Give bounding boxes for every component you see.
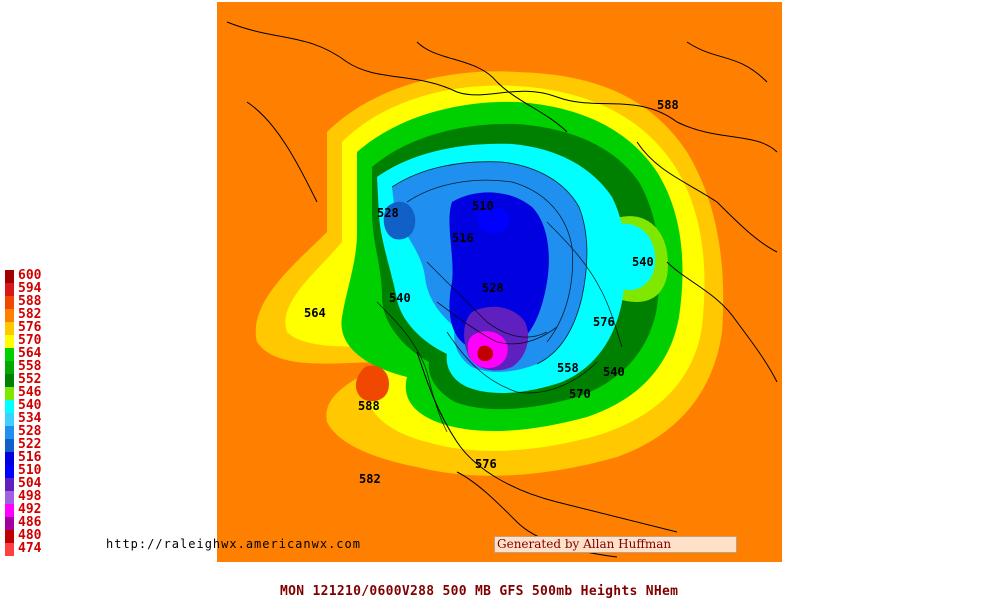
contour-label: 540	[632, 255, 654, 269]
legend-label: 528	[18, 424, 42, 439]
legend-swatch	[5, 543, 14, 556]
contour-label: 528	[482, 281, 504, 295]
legend-item: 528	[4, 424, 64, 439]
legend-label: 552	[18, 372, 42, 387]
contour-label: 528	[377, 206, 399, 220]
legend-swatch	[5, 374, 14, 387]
legend-swatch	[5, 296, 14, 309]
source-url: http://raleighwx.americanwx.com	[106, 537, 361, 551]
legend-label: 582	[18, 307, 42, 322]
legend-label: 510	[18, 463, 42, 478]
legend-swatch	[5, 387, 14, 400]
legend-label: 570	[18, 333, 42, 348]
contour-label: 564	[304, 306, 326, 320]
legend-swatch	[5, 530, 14, 543]
map-caption: MON 121210/0600V288 500 MB GFS 500mb Hei…	[280, 584, 679, 599]
legend-label: 588	[18, 294, 42, 309]
legend-swatch	[5, 426, 14, 439]
high-588-pacific	[355, 365, 389, 402]
legend-label: 504	[18, 476, 42, 491]
legend-label: 546	[18, 385, 42, 400]
legend-swatch	[5, 413, 14, 426]
legend-label: 516	[18, 450, 42, 465]
legend-item: 522	[4, 437, 64, 452]
legend-item: 510	[4, 463, 64, 478]
legend-item: 504	[4, 476, 64, 491]
legend-swatch	[5, 400, 14, 413]
contour-label: 540	[603, 365, 625, 379]
legend-label: 474	[18, 541, 42, 556]
legend-item: 582	[4, 307, 64, 322]
legend-label: 492	[18, 502, 42, 517]
contour-label: 510	[472, 199, 494, 213]
legend-item: 564	[4, 346, 64, 361]
legend-label: 522	[18, 437, 42, 452]
legend-item: 546	[4, 385, 64, 400]
legend-item: 516	[4, 450, 64, 465]
contour-label: 582	[359, 472, 381, 486]
contour-label: 576	[593, 315, 615, 329]
legend-label: 480	[18, 528, 42, 543]
legend-item: 486	[4, 515, 64, 530]
credit-text: Generated by Allan Huffman	[497, 537, 672, 551]
legend-label: 486	[18, 515, 42, 530]
legend-label: 558	[18, 359, 42, 374]
legend-item: 552	[4, 372, 64, 387]
contour-label: 576	[475, 457, 497, 471]
contour-label: 588	[657, 98, 679, 112]
legend-item: 576	[4, 320, 64, 335]
height-map: 588 564 588 582 576 570 540 540 528 528 …	[217, 2, 782, 562]
legend-label: 576	[18, 320, 42, 335]
legend-label: 534	[18, 411, 42, 426]
legend-swatch	[5, 270, 14, 283]
credit-box: Generated by Allan Huffman	[494, 536, 737, 553]
contour-label: 588	[358, 399, 380, 413]
legend-item: 570	[4, 333, 64, 348]
contour-540-east	[596, 223, 656, 290]
legend-swatch	[5, 322, 14, 335]
contour-label: 570	[569, 387, 591, 401]
legend-swatch	[5, 361, 14, 374]
legend-swatch	[5, 348, 14, 361]
legend-swatch	[5, 504, 14, 517]
contour-label: 558	[557, 361, 579, 375]
legend-swatch	[5, 309, 14, 322]
contour-lines	[376, 161, 623, 433]
legend-item: 540	[4, 398, 64, 413]
legend-item: 498	[4, 489, 64, 504]
contour-522-west	[383, 201, 416, 240]
contour-label: 516	[452, 231, 474, 245]
legend-item: 558	[4, 359, 64, 374]
height-contour-map: 588 564 588 582 576 570 540 540 528 528 …	[226, 21, 778, 558]
legend-swatch	[5, 478, 14, 491]
legend-item: 480	[4, 528, 64, 543]
legend-label: 498	[18, 489, 42, 504]
legend-swatch	[5, 283, 14, 296]
contour-516-north	[477, 207, 510, 234]
legend-swatch	[5, 465, 14, 478]
legend-item: 600	[4, 268, 64, 283]
legend-item: 588	[4, 294, 64, 309]
legend-label: 594	[18, 281, 42, 296]
legend-swatch	[5, 517, 14, 530]
legend-label: 564	[18, 346, 42, 361]
legend-item: 534	[4, 411, 64, 426]
legend-swatch	[5, 439, 14, 452]
contour-label: 540	[389, 291, 411, 305]
legend-item: 474	[4, 541, 64, 556]
legend-label: 540	[18, 398, 42, 413]
legend-swatch	[5, 452, 14, 465]
legend-item: 492	[4, 502, 64, 517]
legend-item: 594	[4, 281, 64, 296]
contour-480-center	[477, 345, 494, 362]
legend-label: 600	[18, 268, 42, 283]
legend-swatch	[5, 335, 14, 348]
legend-swatch	[5, 491, 14, 504]
contour-labels: 588 564 588 582 576 570 540 540 528 528 …	[304, 98, 679, 486]
